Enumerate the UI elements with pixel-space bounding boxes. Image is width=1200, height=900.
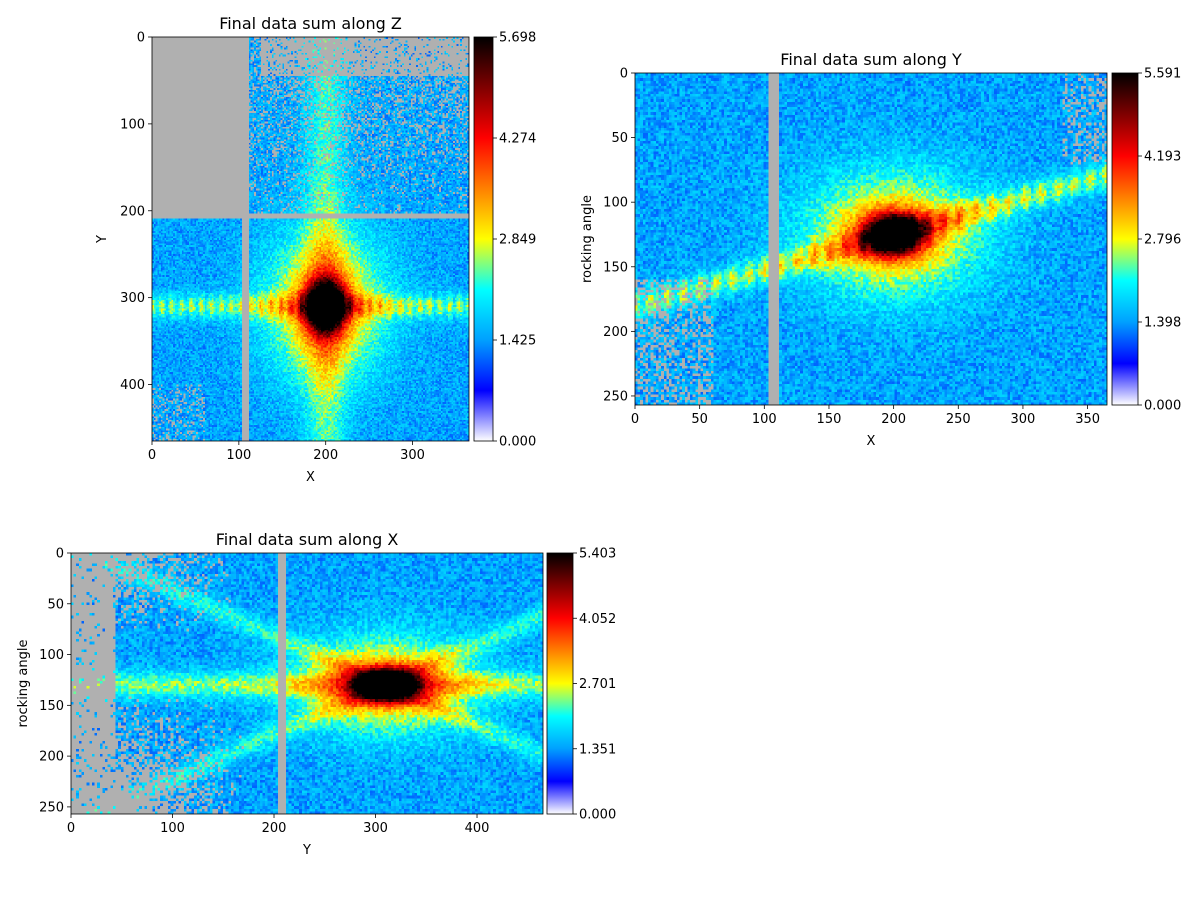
y-tick-label: 50 xyxy=(611,131,628,146)
subplot-3: Final data sum along X 0 100 200 300 400 0 50 10… xyxy=(16,530,616,858)
colorbar-tick-label: 5.403 xyxy=(579,547,616,562)
y-tick-label: 250 xyxy=(603,389,628,404)
colorbar-tick-label: 5.591 xyxy=(1144,67,1181,82)
x-tick-label: 200 xyxy=(881,412,906,427)
x-tick-label: 100 xyxy=(752,412,777,427)
colorbar-tick-label: 2.849 xyxy=(499,233,536,248)
x-axis-label: X xyxy=(306,470,315,485)
y-tick-label: 100 xyxy=(603,196,628,211)
y-tick-label: 100 xyxy=(39,648,64,663)
y-tick-label: 0 xyxy=(620,67,628,82)
x-tick-label: 0 xyxy=(148,448,156,463)
x-tick-label: 150 xyxy=(817,412,842,427)
axes-frame xyxy=(151,36,470,442)
colorbar-tick-label: 2.796 xyxy=(1144,233,1181,248)
x-tick-label: 0 xyxy=(67,821,75,836)
x-tick-label: 300 xyxy=(400,448,425,463)
colorbar-tick-label: 0.000 xyxy=(499,435,536,450)
heatmap-image xyxy=(635,73,1107,405)
y-tick-label: 0 xyxy=(56,547,64,562)
x-tick-label: 400 xyxy=(465,821,490,836)
x-tick-label: 200 xyxy=(262,821,287,836)
colorbar-tick-label: 5.698 xyxy=(499,31,536,46)
axes-frame xyxy=(634,72,1108,406)
x-tick-label: 300 xyxy=(363,821,388,836)
y-tick-label: 200 xyxy=(39,750,64,765)
colorbar-tick-label: 0.000 xyxy=(1144,399,1181,414)
y-tick-label: 50 xyxy=(47,597,64,612)
y-tick-label: 100 xyxy=(120,117,145,132)
y-tick-label: 200 xyxy=(120,204,145,219)
x-tick-label: 50 xyxy=(691,412,708,427)
y-tick-label: 400 xyxy=(120,378,145,393)
colorbar-tick-label: 4.274 xyxy=(499,132,536,147)
x-tick-label: 200 xyxy=(313,448,338,463)
plot-title: Final data sum along X xyxy=(216,530,399,549)
x-tick-label: 100 xyxy=(226,448,251,463)
x-axis-label: X xyxy=(867,434,876,449)
heatmap-image xyxy=(71,553,543,814)
colorbar xyxy=(473,36,494,442)
plot-title: Final data sum along Y xyxy=(780,50,962,69)
colorbar-tick-label: 4.193 xyxy=(1144,150,1181,165)
x-tick-label: 250 xyxy=(946,412,971,427)
x-tick-label: 0 xyxy=(631,412,639,427)
x-tick-label: 100 xyxy=(160,821,185,836)
axes-frame xyxy=(70,552,544,815)
colorbar-tick-label: 1.351 xyxy=(579,742,616,757)
colorbar-tick-label: 1.425 xyxy=(499,334,536,349)
y-tick-label: 300 xyxy=(120,291,145,306)
y-axis-label: rocking angle xyxy=(580,195,595,283)
y-tick-label: 150 xyxy=(603,260,628,275)
plot-title: Final data sum along Z xyxy=(219,14,402,33)
subplot-2: Final data sum along Y 0 50 100 150 200 250 300… xyxy=(580,50,1181,449)
colorbar-tick-label: 4.052 xyxy=(579,612,616,627)
colorbar xyxy=(546,552,574,815)
colorbar-tick-label: 1.398 xyxy=(1144,316,1181,331)
subplot-1: Final data sum along Z 0 100 200 300 0 100 200 3… xyxy=(95,14,536,485)
y-axis-label: rocking angle xyxy=(16,640,31,728)
x-tick-label: 350 xyxy=(1075,412,1100,427)
y-tick-label: 150 xyxy=(39,699,64,714)
y-tick-label: 200 xyxy=(603,325,628,340)
x-tick-label: 300 xyxy=(1011,412,1036,427)
colorbar xyxy=(1111,72,1139,406)
heatmap-image xyxy=(152,37,469,441)
y-tick-label: 0 xyxy=(137,31,145,46)
colorbar-tick-label: 0.000 xyxy=(579,808,616,823)
y-axis-label: Y xyxy=(95,235,110,244)
y-tick-label: 250 xyxy=(39,800,64,815)
colorbar-tick-label: 2.701 xyxy=(579,677,616,692)
x-axis-label: Y xyxy=(302,843,311,858)
